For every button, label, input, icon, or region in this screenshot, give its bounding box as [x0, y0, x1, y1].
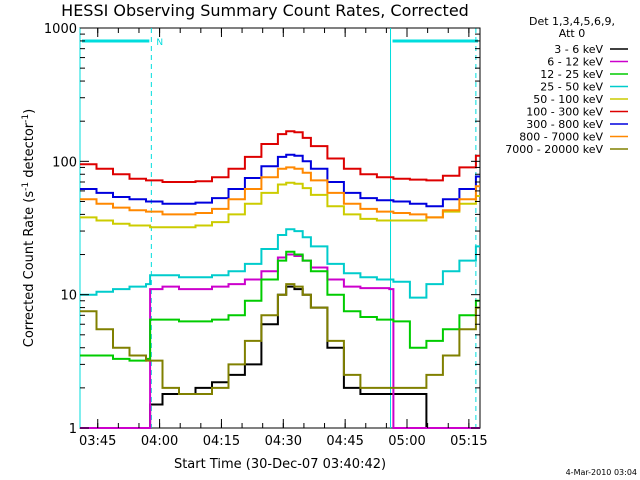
legend-title-line: Det 1,3,4,5,6,9, [529, 15, 615, 28]
legend-label-6: 300 - 800 keV [526, 118, 603, 131]
x-axis-label: Start Time (30-Dec-07 03:40:42) [174, 457, 386, 472]
x-tick-label: 04:45 [326, 434, 363, 449]
legend-label-4: 50 - 100 keV [533, 93, 603, 106]
series-line-3 [80, 228, 480, 299]
x-tick-label: 05:15 [450, 434, 487, 449]
orbit-markers: N [79, 28, 478, 428]
series-line-1 [80, 253, 480, 429]
legend-label-5: 100 - 300 keV [526, 106, 603, 119]
x-tick-label: 04:00 [141, 434, 178, 449]
legend-label-0: 3 - 6 keV [554, 43, 603, 56]
saa-marker-label: N [156, 38, 163, 48]
series-line-7 [80, 166, 480, 219]
legend-title-line: Att 0 [559, 27, 585, 40]
x-tick-label: 04:15 [203, 434, 240, 449]
footer-date: 4-Mar-2010 03:04 [566, 468, 637, 477]
series-line-0 [80, 285, 480, 429]
series-lines [80, 130, 480, 429]
x-tick-label: 05:00 [388, 434, 425, 449]
axis-ticks: 1 10 100 1000 03:45 04:00 04:15 04:30 04:45 05:00… [44, 22, 488, 449]
legend-label-3: 25 - 50 keV [540, 81, 603, 94]
series-line-2 [80, 250, 480, 362]
plot-frame [79, 27, 481, 429]
y-tick-label: 100 [52, 155, 77, 170]
x-tick-label: 04:30 [265, 434, 302, 449]
series-line-6 [80, 153, 480, 208]
legend-label-8: 7000 - 20000 keV [505, 143, 603, 156]
series-line-8 [80, 283, 480, 395]
x-tick-label: 03:45 [79, 434, 116, 449]
legend-label-2: 12 - 25 keV [540, 68, 603, 81]
chart-title: HESSI Observing Summary Count Rates, Cor… [61, 1, 469, 20]
legend-label-7: 800 - 7000 keV [519, 131, 603, 144]
plot-frame-group [79, 27, 481, 429]
y-axis-label: Corrected Count Rate (s-1 detector-1) [21, 109, 37, 347]
y-tick-label: 10 [60, 289, 77, 304]
legend-label-1: 6 - 12 keV [547, 56, 603, 69]
series-line-5 [80, 130, 480, 183]
y-tick-label: 1000 [44, 22, 77, 37]
y-tick-label: 1 [69, 422, 77, 437]
series-line-4 [80, 181, 480, 229]
